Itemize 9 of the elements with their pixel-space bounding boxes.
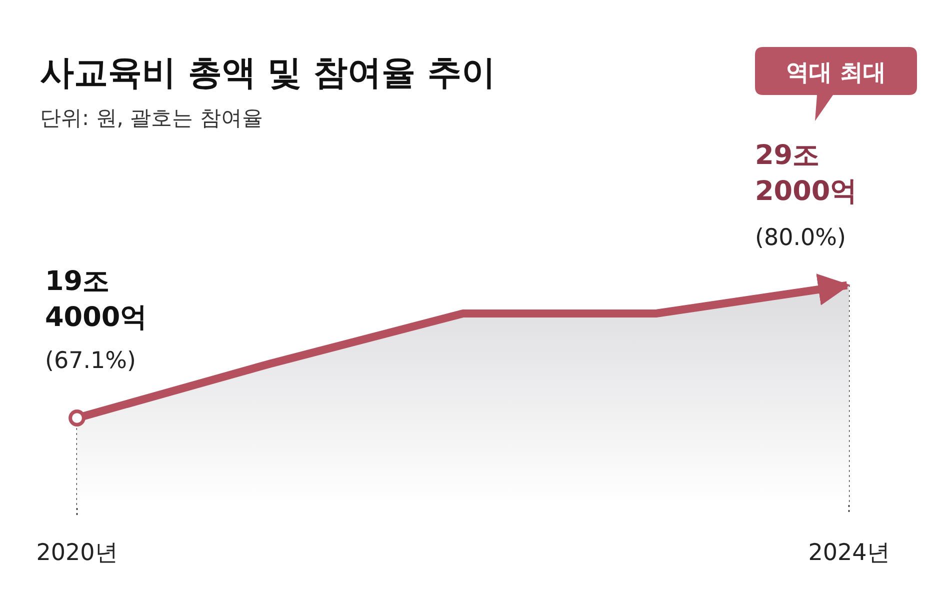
annotation: (80.0%) — [755, 225, 846, 251]
text: 역대 최대 — [786, 60, 886, 86]
x-tick-label: 2024년 — [808, 540, 890, 566]
annotation: (67.1%) — [45, 348, 136, 374]
chart-subtitle: 단위: 원, 괄호는 참여율 — [40, 106, 263, 130]
data-label: 29조 2000억 — [755, 140, 858, 207]
x-tick-label: 2020년 — [36, 540, 118, 566]
data-label: 19조 4000억 — [45, 266, 148, 333]
chart-title: 사교육비 총액 및 참여율 추이 — [40, 53, 496, 93]
